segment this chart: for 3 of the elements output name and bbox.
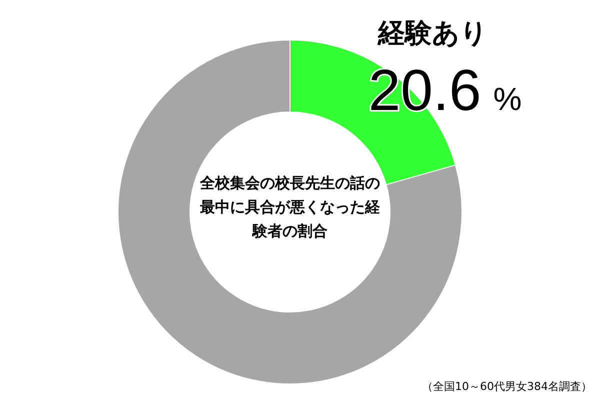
text: 全校集会の校長先生の話の最中に具合が悪くなった経験者の割合 xyxy=(199,174,381,240)
text: （全国10～60代男女384名調査） xyxy=(422,380,592,393)
slice-label: 経験あり xyxy=(377,18,488,49)
